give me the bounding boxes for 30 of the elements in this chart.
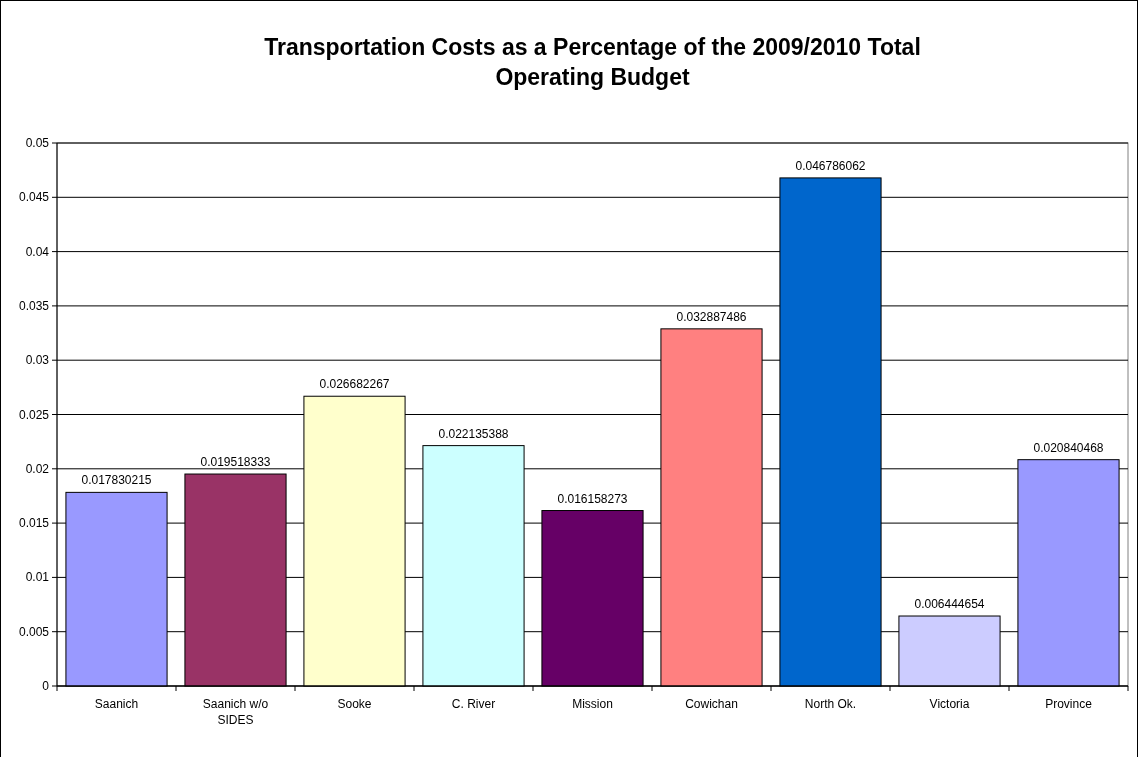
x-tick-label: North Ok. bbox=[804, 697, 857, 711]
x-tick-label: Mission bbox=[572, 697, 613, 711]
x-tick-label: Victoria bbox=[929, 697, 970, 711]
data-label: 0.026682267 bbox=[319, 377, 390, 392]
data-label: 0.019518333 bbox=[200, 455, 271, 470]
data-label: 0.032887486 bbox=[676, 309, 747, 324]
y-tick-label: 0.035 bbox=[18, 298, 50, 313]
x-tick-label: C. River bbox=[451, 697, 496, 711]
y-tick-label: 0.005 bbox=[18, 624, 50, 639]
x-tick-label: Province bbox=[1045, 697, 1093, 711]
data-label: 0.046786062 bbox=[795, 158, 866, 173]
y-tick-label: 0.01 bbox=[25, 570, 50, 585]
y-tick-label: 0.015 bbox=[18, 516, 50, 531]
data-label: 0.006444654 bbox=[914, 597, 985, 612]
data-label: 0.017830215 bbox=[81, 473, 152, 488]
y-tick-label: 0.04 bbox=[25, 244, 50, 259]
x-tick-label: Saanich w/o SIDES bbox=[202, 697, 269, 727]
x-tick-label: Sooke bbox=[337, 697, 372, 711]
data-label: 0.022135388 bbox=[438, 426, 509, 441]
y-tick-label: 0.03 bbox=[25, 353, 50, 368]
x-tick-label: Cowichan bbox=[685, 697, 738, 711]
data-label: 0.020840468 bbox=[1033, 440, 1104, 455]
data-label: 0.016158273 bbox=[557, 491, 628, 506]
y-tick-label: 0.02 bbox=[25, 461, 50, 476]
y-tick-label: 0.025 bbox=[18, 407, 50, 422]
chart-title: Transportation Costs as a Percentage of the 2009/2010 Total Operating Budget bbox=[264, 34, 921, 90]
y-tick-label: 0.045 bbox=[18, 190, 50, 205]
y-tick-label: 0 bbox=[42, 679, 50, 693]
y-tick-label: 0.05 bbox=[25, 136, 50, 150]
x-tick-label: Saanich bbox=[94, 697, 139, 711]
